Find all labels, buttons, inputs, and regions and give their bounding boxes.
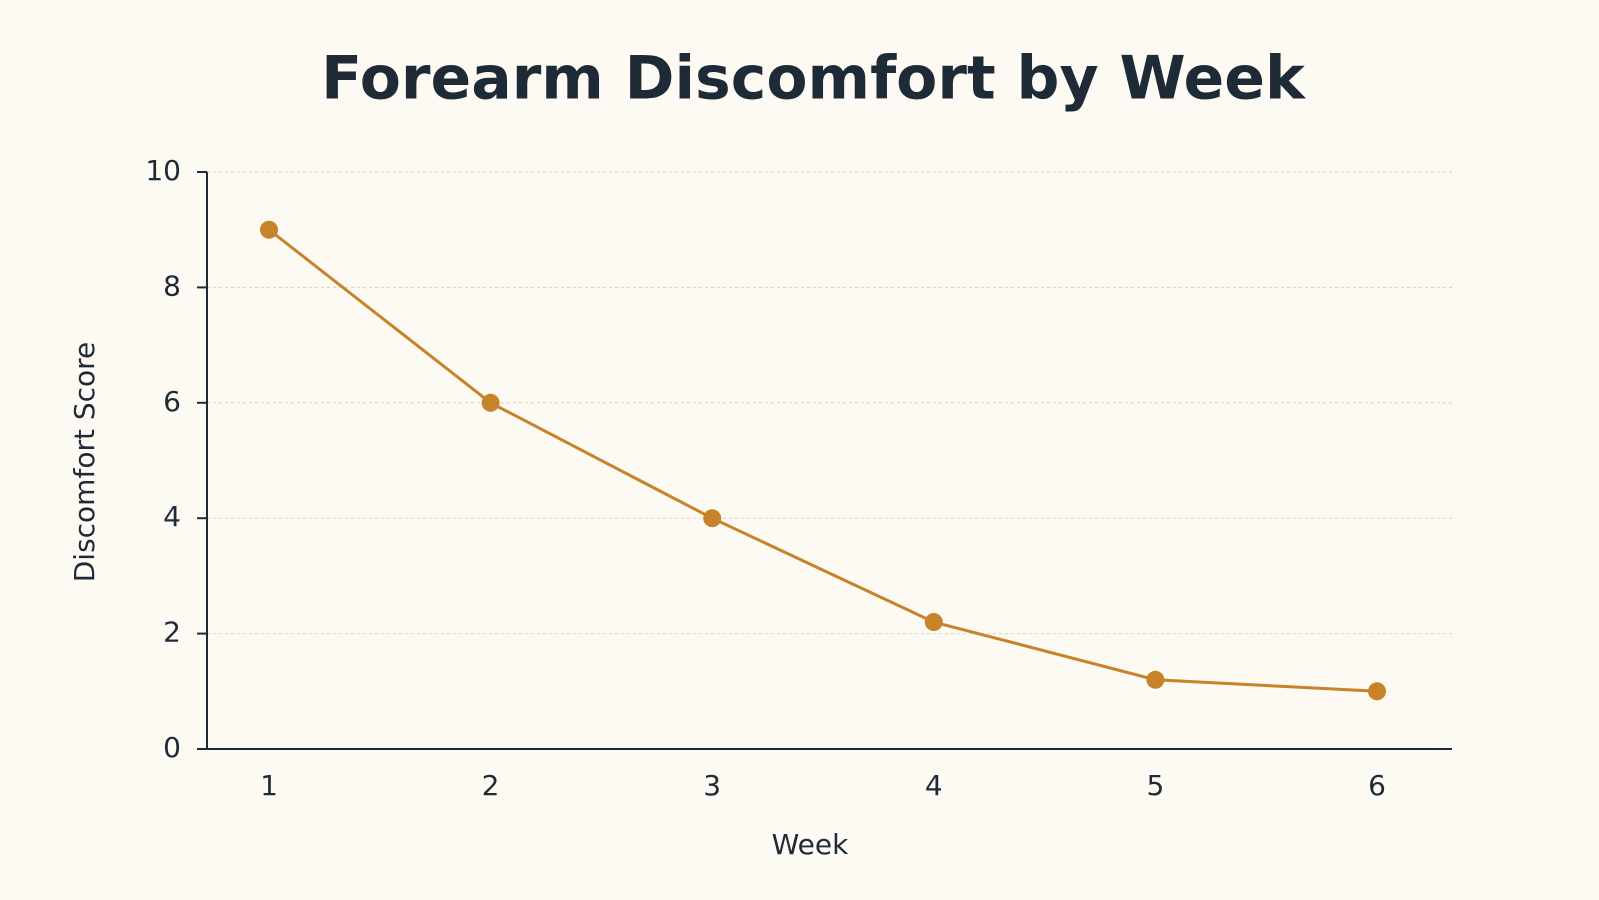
y-tick-label: 6 [163,385,181,418]
y-tick-label: 8 [163,269,181,302]
data-point [1368,682,1386,701]
x-tick-label: 2 [482,769,500,802]
data-point [703,509,722,528]
chart-title: Forearm Discomfort by Week [321,44,1307,114]
y-tick-label: 0 [163,731,181,764]
data-point [260,220,278,239]
x-tick-label: 4 [925,769,943,802]
x-tick-label: 3 [703,769,721,802]
x-tick-label: 6 [1368,769,1386,802]
x-tick-label: 1 [260,769,278,802]
data-point [924,613,943,632]
data-line [268,228,1378,693]
x-tick-label: 5 [1146,769,1164,802]
y-tick-label: 4 [163,500,181,533]
y-axis-label: Discomfort Score [68,342,101,583]
data-point [1146,670,1165,689]
y-tick-label: 2 [163,616,181,649]
x-axis-label: Week [772,828,849,861]
y-tick-label: 10 [145,154,181,187]
data-point [481,393,500,412]
